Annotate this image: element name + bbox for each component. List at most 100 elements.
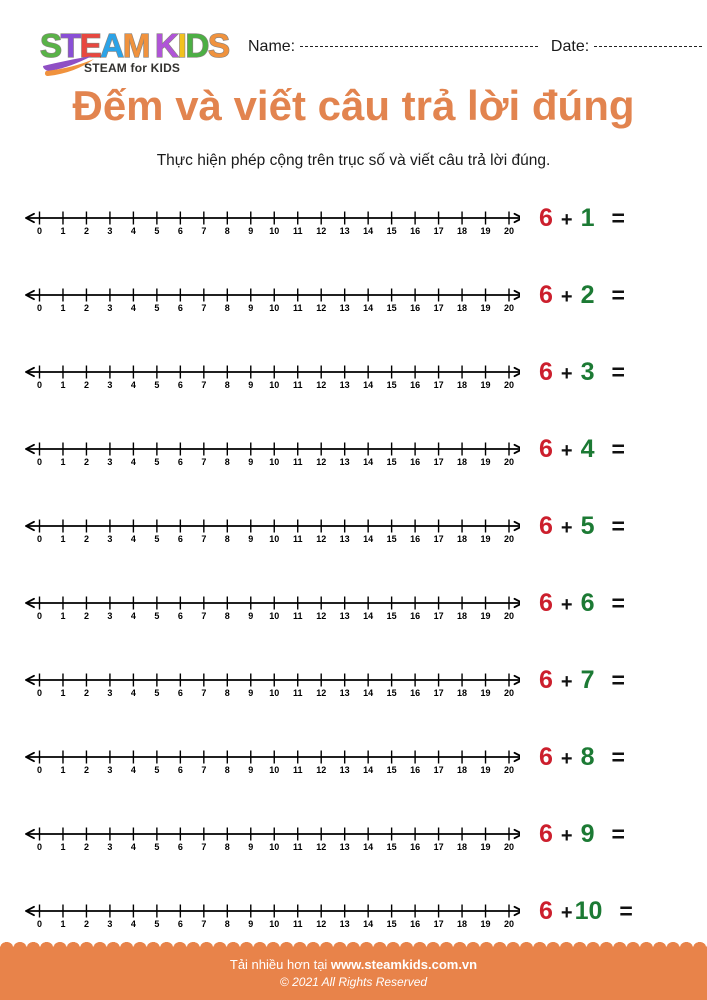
svg-text:20: 20 (504, 765, 514, 775)
svg-text:10: 10 (269, 457, 279, 467)
svg-text:20: 20 (504, 303, 514, 313)
svg-text:8: 8 (225, 303, 230, 313)
svg-text:6: 6 (178, 842, 183, 852)
svg-text:8: 8 (225, 765, 230, 775)
svg-text:11: 11 (293, 611, 303, 621)
svg-text:5: 5 (154, 226, 159, 236)
svg-text:16: 16 (410, 611, 420, 621)
svg-text:0: 0 (37, 380, 42, 390)
svg-text:19: 19 (481, 303, 491, 313)
svg-text:15: 15 (387, 842, 397, 852)
svg-text:14: 14 (363, 380, 373, 390)
svg-text:20: 20 (504, 842, 514, 852)
svg-text:9: 9 (248, 765, 253, 775)
svg-text:11: 11 (293, 380, 303, 390)
svg-text:15: 15 (387, 688, 397, 698)
svg-text:11: 11 (293, 919, 303, 929)
svg-text:16: 16 (410, 380, 420, 390)
svg-text:10: 10 (269, 611, 279, 621)
svg-text:13: 13 (340, 919, 350, 929)
svg-text:16: 16 (410, 842, 420, 852)
svg-text:19: 19 (481, 688, 491, 698)
svg-text:10: 10 (269, 765, 279, 775)
svg-text:13: 13 (340, 457, 350, 467)
svg-text:15: 15 (387, 534, 397, 544)
svg-text:15: 15 (387, 611, 397, 621)
svg-text:2: 2 (84, 765, 89, 775)
svg-text:14: 14 (363, 534, 373, 544)
svg-text:8: 8 (225, 611, 230, 621)
svg-text:2: 2 (84, 842, 89, 852)
svg-text:6: 6 (178, 534, 183, 544)
svg-text:17: 17 (434, 303, 444, 313)
svg-text:20: 20 (504, 534, 514, 544)
svg-text:1: 1 (60, 765, 65, 775)
svg-text:8: 8 (225, 226, 230, 236)
svg-text:1: 1 (60, 919, 65, 929)
svg-text:3: 3 (107, 765, 112, 775)
svg-text:3: 3 (107, 611, 112, 621)
svg-text:8: 8 (225, 842, 230, 852)
svg-text:3: 3 (107, 534, 112, 544)
svg-text:9: 9 (248, 457, 253, 467)
svg-text:15: 15 (387, 765, 397, 775)
svg-text:9: 9 (248, 611, 253, 621)
svg-text:1: 1 (60, 611, 65, 621)
svg-text:5: 5 (154, 765, 159, 775)
svg-text:19: 19 (481, 842, 491, 852)
svg-text:5: 5 (154, 303, 159, 313)
svg-text:8: 8 (225, 919, 230, 929)
svg-text:2: 2 (84, 226, 89, 236)
svg-text:19: 19 (481, 919, 491, 929)
svg-text:13: 13 (340, 534, 350, 544)
svg-text:18: 18 (457, 842, 467, 852)
svg-text:11: 11 (293, 303, 303, 313)
svg-text:0: 0 (37, 765, 42, 775)
svg-text:19: 19 (481, 457, 491, 467)
svg-text:11: 11 (293, 226, 303, 236)
svg-text:6: 6 (178, 611, 183, 621)
svg-text:19: 19 (481, 534, 491, 544)
svg-text:10: 10 (269, 303, 279, 313)
svg-text:5: 5 (154, 688, 159, 698)
svg-text:5: 5 (154, 457, 159, 467)
svg-text:3: 3 (107, 303, 112, 313)
svg-text:1: 1 (60, 303, 65, 313)
svg-text:9: 9 (248, 380, 253, 390)
svg-text:7: 7 (201, 380, 206, 390)
svg-text:12: 12 (316, 380, 326, 390)
svg-text:0: 0 (37, 534, 42, 544)
svg-text:13: 13 (340, 611, 350, 621)
svg-text:4: 4 (131, 765, 136, 775)
svg-text:7: 7 (201, 688, 206, 698)
svg-text:4: 4 (131, 688, 136, 698)
svg-text:14: 14 (363, 688, 373, 698)
svg-text:12: 12 (316, 765, 326, 775)
svg-text:8: 8 (225, 534, 230, 544)
svg-text:11: 11 (293, 688, 303, 698)
svg-text:14: 14 (363, 303, 373, 313)
svg-text:1: 1 (60, 380, 65, 390)
svg-text:11: 11 (293, 842, 303, 852)
svg-text:13: 13 (340, 380, 350, 390)
svg-text:20: 20 (504, 919, 514, 929)
svg-text:15: 15 (387, 380, 397, 390)
svg-text:2: 2 (84, 611, 89, 621)
svg-text:14: 14 (363, 457, 373, 467)
svg-text:10: 10 (269, 842, 279, 852)
svg-text:9: 9 (248, 688, 253, 698)
svg-text:3: 3 (107, 919, 112, 929)
svg-text:18: 18 (457, 226, 467, 236)
svg-text:7: 7 (201, 534, 206, 544)
svg-text:10: 10 (269, 688, 279, 698)
svg-text:0: 0 (37, 303, 42, 313)
svg-text:12: 12 (316, 688, 326, 698)
svg-text:7: 7 (201, 611, 206, 621)
svg-text:19: 19 (481, 765, 491, 775)
svg-text:20: 20 (504, 688, 514, 698)
svg-text:4: 4 (131, 380, 136, 390)
svg-text:9: 9 (248, 842, 253, 852)
svg-text:20: 20 (504, 457, 514, 467)
svg-text:18: 18 (457, 457, 467, 467)
svg-text:7: 7 (201, 457, 206, 467)
